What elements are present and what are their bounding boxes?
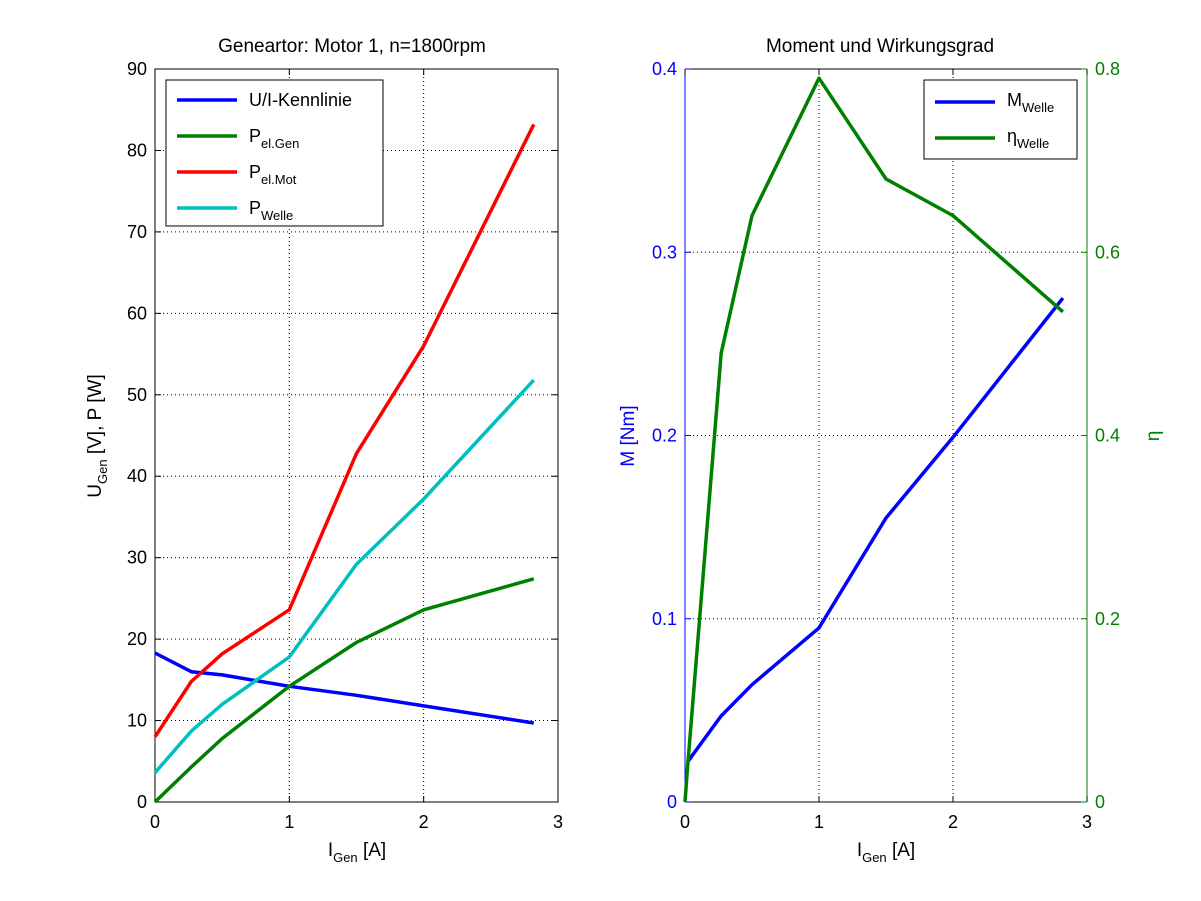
right-chart-title: Moment und Wirkungsgrad	[766, 36, 994, 57]
right-x-tick-label: 3	[1082, 812, 1092, 832]
left-y-tick-label: 40	[127, 466, 147, 486]
right-legend-label-0: MWelle	[1007, 90, 1054, 115]
right-x-tick-label: 2	[948, 812, 958, 832]
left-legend-items: U/I-Kennlinie Pel.Gen Pel.Mot PWelle	[177, 90, 352, 223]
right-x-tick-label: 1	[814, 812, 824, 832]
left-y-tick-label: 0	[137, 792, 147, 812]
left-legend-label-1: Pel.Gen	[249, 126, 299, 151]
left-chart-title: Geneartor: Motor 1, n=1800rpm	[218, 36, 486, 57]
right-legend-box	[923, 79, 1078, 160]
left-y-tick-label: 20	[127, 629, 147, 649]
right-left-y-tick-label: 0.2	[652, 426, 677, 446]
left-series	[153, 123, 536, 804]
left-y-axis-label: UGen [V], P [W]	[85, 374, 110, 497]
left-legend-label-3: PWelle	[249, 198, 293, 223]
right-x-axis-label: IGen [A]	[857, 840, 915, 865]
left-y-tick-label: 70	[127, 222, 147, 242]
left-series-line-3	[153, 378, 536, 774]
right-right-y-tick-label: 0.8	[1095, 59, 1120, 79]
right-grid	[685, 69, 1087, 802]
right-left-y-axis-label: M [Nm]	[618, 405, 639, 466]
right-left-y-tick-label: 0	[667, 792, 677, 812]
left-x-tick-label: 3	[553, 812, 563, 832]
right-chart: Moment und Wirkungsgrad 0 1 2 300.10.20.30.…	[618, 36, 1164, 865]
right-left-y-tick-label: 0.4	[652, 59, 677, 79]
right-legend-label-1: ηWelle	[1007, 126, 1049, 151]
right-left-y-tick-label: 0.3	[652, 242, 677, 262]
right-right-y-tick-label: 0.4	[1095, 426, 1120, 446]
left-y-tick-label: 60	[127, 303, 147, 323]
left-y-tick-label: 10	[127, 711, 147, 731]
right-right-y-axis-label: η	[1143, 431, 1164, 442]
left-legend-label-2: Pel.Mot	[249, 162, 297, 187]
left-y-tick-label: 30	[127, 548, 147, 568]
left-chart: Geneartor: Motor 1, n=1800rpm 0 1 2 3010203…	[85, 36, 563, 865]
left-y-tick-label: 90	[127, 59, 147, 79]
left-legend-box	[165, 79, 384, 227]
right-series-line-0	[686, 297, 1065, 763]
right-left-y-tick-label: 0.1	[652, 609, 677, 629]
right-legend: MWelle ηWelle	[923, 79, 1078, 160]
right-right-y-tick-label: 0.6	[1095, 242, 1120, 262]
left-x-axis-label: IGen [A]	[328, 840, 386, 865]
left-x-tick-label: 2	[419, 812, 429, 832]
right-legend-items: MWelle ηWelle	[935, 90, 1054, 151]
left-series-line-1	[153, 577, 535, 804]
right-right-y-tick-label: 0	[1095, 792, 1105, 812]
left-plot-frame	[154, 68, 559, 803]
right-x-tick-label: 0	[680, 812, 690, 832]
left-legend-label-0: U/I-Kennlinie	[249, 90, 352, 110]
left-x-tick-label: 0	[150, 812, 160, 832]
left-x-tick-label: 1	[284, 812, 294, 832]
left-y-tick-label: 50	[127, 385, 147, 405]
right-right-y-tick-label: 0.2	[1095, 609, 1120, 629]
left-series-line-2	[153, 123, 536, 738]
left-legend: U/I-Kennlinie Pel.Gen Pel.Mot PWelle	[165, 79, 384, 227]
right-series-line-1	[683, 76, 1065, 803]
right-ticks: 0 1 2 300.10.20.30.400.20.40.60.8	[652, 59, 1120, 832]
right-series	[683, 76, 1065, 803]
left-y-tick-label: 80	[127, 140, 147, 160]
